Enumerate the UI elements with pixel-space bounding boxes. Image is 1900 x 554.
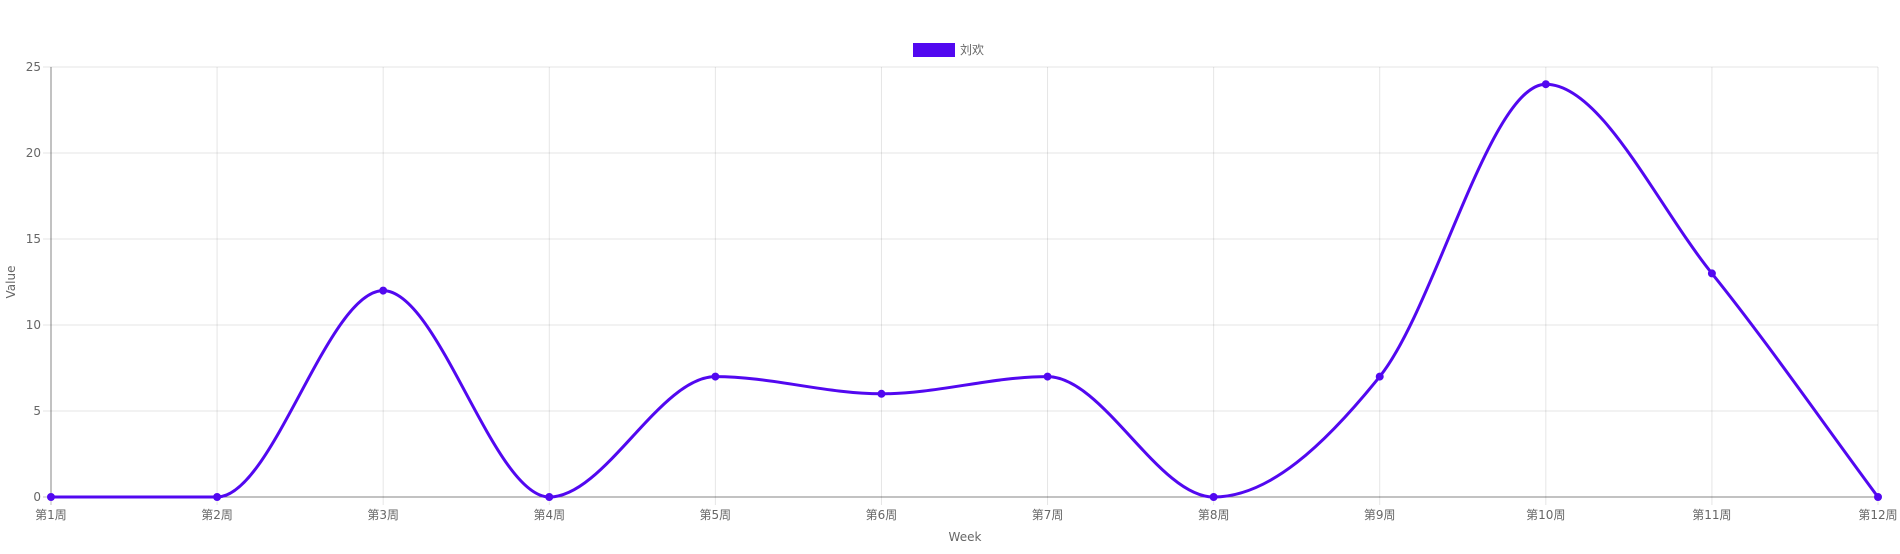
series-lines [49, 82, 1880, 499]
data-point[interactable] [877, 389, 886, 398]
legend-swatch-liu-huan[interactable] [913, 43, 955, 57]
y-tick-label: 25 [26, 60, 41, 74]
y-tick-label: 10 [26, 318, 41, 332]
data-point[interactable] [379, 286, 388, 295]
data-point[interactable] [1874, 493, 1882, 501]
data-point[interactable] [1043, 372, 1052, 381]
data-point[interactable] [545, 493, 554, 501]
x-tick-label: 第3周 [367, 508, 399, 522]
y-tick-labels: 0 5 10 15 20 25 [26, 60, 41, 504]
x-tick-label: 第6周 [866, 508, 898, 522]
x-tick-labels: 第1周 第2周 第3周 第4周 第5周 第6周 第7周 第8周 第9周 第10周 第11周 第12周 [35, 508, 1897, 522]
x-tick-label: 第12周 [1858, 508, 1897, 522]
x-tick-label: 第4周 [533, 508, 565, 522]
data-point[interactable] [711, 372, 720, 381]
y-tick-label: 20 [26, 146, 41, 160]
data-point[interactable] [1209, 493, 1218, 501]
axes [50, 67, 1878, 498]
x-tick-label: 第8周 [1198, 508, 1230, 522]
data-point[interactable] [1375, 372, 1384, 381]
x-tick-label: 第11周 [1692, 508, 1731, 522]
x-tick-label: 第10周 [1526, 508, 1565, 522]
x-tick-label: 第1周 [35, 508, 67, 522]
data-point[interactable] [1541, 80, 1550, 89]
legend[interactable]: 刘欢 [913, 42, 984, 57]
legend-label-liu-huan[interactable]: 刘欢 [960, 42, 984, 57]
x-tick-label: 第2周 [201, 508, 233, 522]
y-tick-label: 5 [33, 404, 41, 418]
x-tick-label: 第7周 [1032, 508, 1064, 522]
data-point[interactable] [213, 493, 222, 501]
y-axis-title: Value [4, 266, 18, 299]
x-axis-title: Week [949, 530, 982, 544]
series-line-0 [49, 82, 1880, 499]
grid-lines [43, 66, 1879, 505]
y-tick-label: 15 [26, 232, 41, 246]
y-tick-label: 0 [33, 490, 41, 504]
data-points [47, 80, 1882, 501]
x-tick-label: 第5周 [700, 508, 732, 522]
data-point[interactable] [1707, 269, 1716, 278]
x-tick-label: 第9周 [1364, 508, 1396, 522]
data-point[interactable] [47, 493, 55, 501]
